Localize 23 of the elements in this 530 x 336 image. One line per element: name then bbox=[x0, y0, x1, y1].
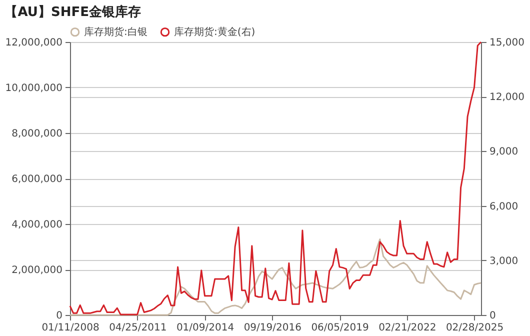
legend-label: 库存期货:黄金(右) bbox=[174, 26, 256, 38]
y2-tick-label: 15,000 bbox=[490, 38, 524, 48]
y2-tick-label: 9,000 bbox=[490, 146, 518, 158]
y-tick-label: 12,000,000 bbox=[5, 38, 62, 48]
chart-title: 【AU】SHFE金银库存 bbox=[4, 4, 141, 20]
x-tick-label: 01/09/2014 bbox=[176, 322, 234, 334]
y2-tick-label: 0 bbox=[490, 310, 496, 322]
y2-tick-label: 12,000 bbox=[490, 92, 524, 104]
y-tick-label: 4,000,000 bbox=[12, 220, 62, 230]
y-tick-label: 6,000,000 bbox=[12, 174, 62, 185]
y-tick-label: 0 bbox=[56, 310, 62, 322]
x-tick-label: 02/21/2022 bbox=[378, 322, 436, 334]
y-tick-label: 8,000,000 bbox=[12, 128, 62, 140]
x-tick-label: 02/28/2025 bbox=[446, 322, 504, 334]
y-tick-label: 2,000,000 bbox=[12, 265, 62, 276]
y-tick-label: 10,000,000 bbox=[5, 83, 62, 94]
legend-label: 库存期货:白银 bbox=[84, 26, 148, 38]
x-tick-label: 01/11/2008 bbox=[42, 322, 100, 334]
x-tick-label: 09/19/2016 bbox=[244, 322, 302, 334]
y2-tick-label: 6,000 bbox=[490, 201, 518, 212]
x-tick-label: 04/25/2011 bbox=[109, 322, 167, 334]
y2-tick-label: 3,000 bbox=[490, 256, 518, 267]
x-tick-label: 06/05/2019 bbox=[311, 322, 369, 334]
